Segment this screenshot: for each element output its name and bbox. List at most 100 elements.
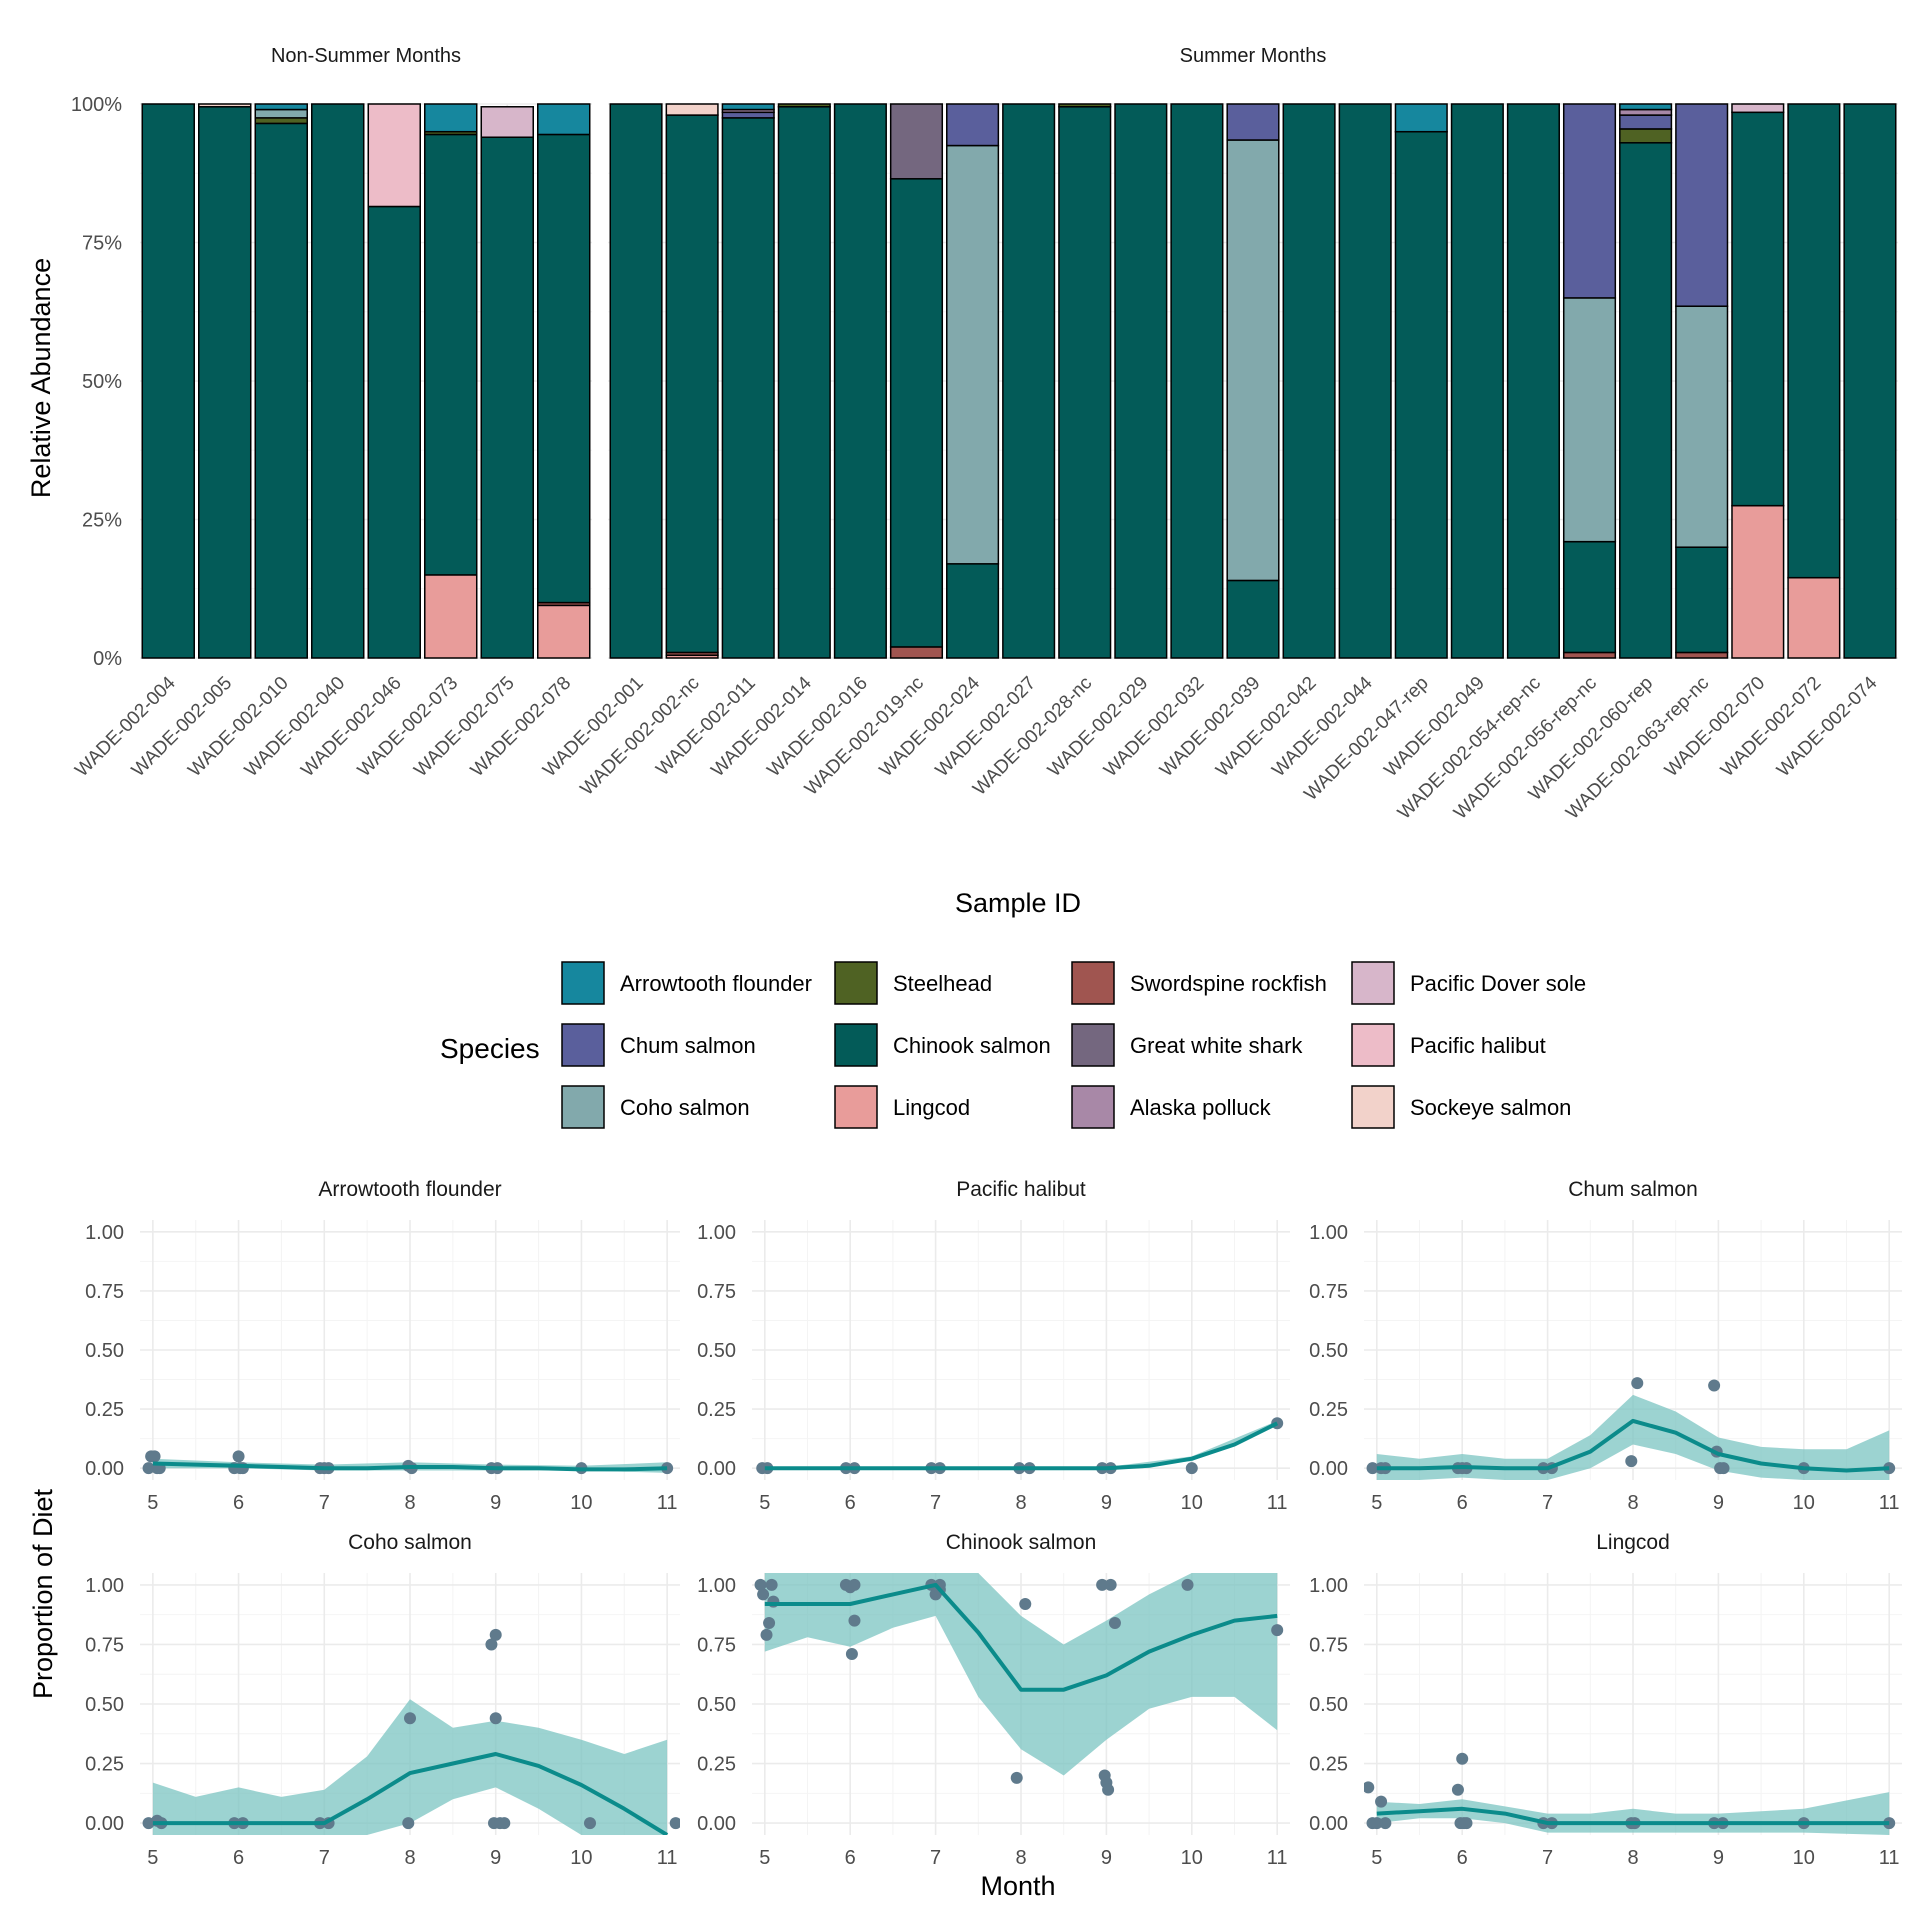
scatter-x-tick-label: 10 [570, 1492, 592, 1514]
bar-facet-title: Summer Months [1180, 45, 1327, 67]
scatter-x-tick-label: 5 [759, 1492, 770, 1514]
data-point [845, 1647, 858, 1660]
bar-segment [1282, 103, 1336, 659]
bar-segment [1562, 540, 1617, 654]
scatter-x-tick-label: 11 [1267, 1492, 1288, 1514]
data-point [1096, 1578, 1109, 1591]
scatter-y-tick-label: 1.00 [85, 1575, 124, 1597]
facet-x-axis-label: Month [980, 1871, 1055, 1901]
legend-item: Arrowtooth flounder [561, 961, 812, 1005]
bar-segment [311, 103, 365, 659]
confidence-ribbon [1376, 1394, 1890, 1480]
data-point [1708, 1379, 1721, 1392]
scatter-y-tick-label: 0.75 [85, 1634, 124, 1656]
scatter-x-tick-label: 8 [1627, 1847, 1638, 1869]
scatter-x-tick-label: 8 [1627, 1492, 1638, 1514]
scatter-x-tick-label: 7 [1542, 1492, 1553, 1514]
scatter-x-tick-label: 8 [1015, 1847, 1026, 1869]
scatter-x-tick-label: 5 [147, 1492, 158, 1514]
bar-segment [424, 574, 478, 659]
bar-segment [480, 106, 534, 138]
scatter-y-tick-label: 0.25 [1309, 1754, 1348, 1776]
scatter-x-tick-label: 9 [1101, 1492, 1112, 1514]
scatter-x-tick-label: 7 [319, 1847, 330, 1869]
scatter-x-tick-label: 10 [570, 1847, 592, 1869]
scatter-y-tick-label: 0.00 [1309, 1813, 1348, 1835]
data-point [1625, 1455, 1638, 1468]
legend-swatch [1071, 1023, 1115, 1067]
scatter-x-tick-label: 5 [1371, 1492, 1382, 1514]
bar-segment [537, 604, 591, 659]
facet-y-axis-label: Proportion of Diet [28, 1488, 58, 1699]
bar-y-tick-label: 75% [82, 233, 122, 255]
bar-segment [665, 114, 719, 654]
data-point [489, 1628, 502, 1641]
scatter-y-tick-label: 1.00 [697, 1575, 736, 1597]
bar-segment [1843, 103, 1897, 659]
scatter-x-tick-label: 9 [490, 1847, 501, 1869]
data-point [1379, 1817, 1392, 1830]
data-point [765, 1578, 778, 1591]
scatter-x-tick-label: 7 [1542, 1847, 1553, 1869]
scatter-x-tick-label: 6 [233, 1847, 244, 1869]
bar-segment [367, 103, 421, 208]
bar-segment [1562, 103, 1617, 299]
scatter-y-tick-label: 0.25 [85, 1399, 124, 1421]
scatter-y-tick-label: 0.25 [697, 1399, 736, 1421]
scatter-x-tick-label: 6 [845, 1492, 856, 1514]
data-point [1185, 1462, 1198, 1475]
bar-segment [1338, 103, 1392, 659]
bar-segment [1731, 504, 1785, 659]
bar-segment [721, 103, 775, 111]
bar-segment [1058, 106, 1112, 659]
scatter-y-tick-label: 0.50 [1309, 1694, 1348, 1716]
bar-segment [1675, 305, 1729, 548]
scatter-y-tick-label: 0.00 [697, 1813, 736, 1835]
legend-swatch [1351, 961, 1395, 1005]
bar-segment [1394, 103, 1448, 133]
faceted-scatter-chart: Arrowtooth flounder 0.00 0.25 0.50 0.75 1.00 5… [85, 1178, 1902, 1869]
smooth-line [1376, 1806, 1890, 1826]
data-point [1102, 1783, 1115, 1796]
data-point [1019, 1597, 1032, 1610]
data-point [1370, 1817, 1383, 1830]
scatter-y-tick-label: 0.00 [697, 1458, 736, 1480]
legend-swatch [1351, 1085, 1395, 1129]
bar-x-axis-label: Sample ID [955, 888, 1081, 918]
scatter-y-tick-label: 0.00 [85, 1458, 124, 1480]
scatter-y-tick-label: 0.25 [85, 1754, 124, 1776]
scatter-x-tick-label: 11 [657, 1492, 678, 1514]
bar-segment [1619, 114, 1673, 130]
bar-segment [777, 106, 831, 659]
bar-segment [1619, 142, 1673, 659]
bar-segment [367, 205, 421, 659]
legend-item: Steelhead [834, 961, 992, 1005]
legend-swatch [1071, 961, 1115, 1005]
scatter-x-tick-label: 11 [1879, 1492, 1900, 1514]
data-point [848, 1578, 861, 1591]
scatter-x-tick-label: 7 [319, 1492, 330, 1514]
bar-segment [1731, 103, 1785, 114]
bar-segment [833, 103, 887, 659]
data-point [1108, 1617, 1121, 1630]
smooth-line [152, 1461, 668, 1472]
bar-segment [609, 103, 663, 659]
legend-swatch [1071, 1085, 1115, 1129]
data-point [1010, 1771, 1023, 1784]
scatter-panel-3: Chum salmon 0.00 0.25 0.50 0.75 1.00 5 6 7 8 9 10 11 [1309, 1178, 1902, 1514]
bar-segment [665, 103, 719, 116]
bar-segment [480, 136, 534, 659]
scatter-x-tick-label: 9 [1713, 1492, 1724, 1514]
legend-item: Lingcod [834, 1085, 970, 1129]
data-point [1375, 1795, 1388, 1808]
bar-segment [1619, 108, 1673, 116]
scatter-x-tick-label: 6 [233, 1492, 244, 1514]
bar-segment [254, 122, 308, 659]
scatter-panel-title: Coho salmon [348, 1531, 472, 1554]
legend-label: Chinook salmon [893, 1033, 1051, 1058]
legend-swatch [561, 1085, 605, 1129]
bar-segment [1731, 111, 1785, 507]
scatter-y-tick-label: 0.75 [697, 1281, 736, 1303]
scatter-y-tick-label: 0.25 [697, 1754, 736, 1776]
